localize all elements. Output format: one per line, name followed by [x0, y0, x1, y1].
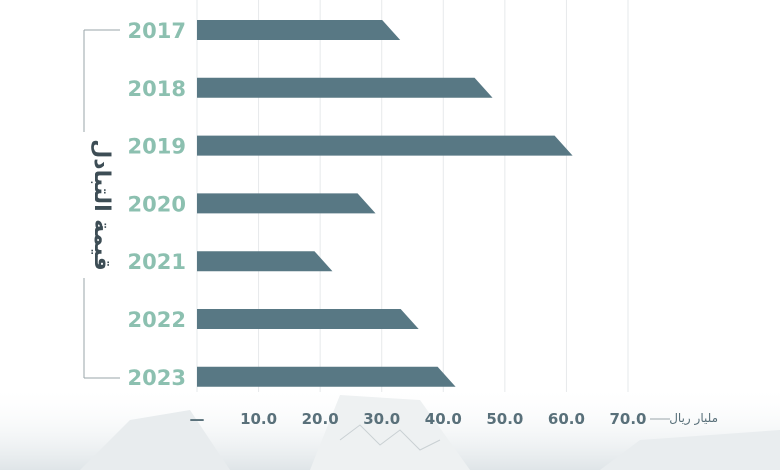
category-labels: 2017 2018 2019 2020 2021 2022 2023 — [128, 19, 186, 390]
x-tick-label: 30.0 — [363, 410, 400, 428]
x-tick-label: 60.0 — [548, 410, 585, 428]
bar-2021 — [197, 251, 333, 272]
category-label-2019: 2019 — [128, 135, 186, 159]
bars — [197, 20, 573, 387]
x-tick-label: 10.0 — [240, 410, 277, 428]
x-tick-label: — — [190, 410, 205, 428]
category-label-2018: 2018 — [128, 77, 186, 101]
x-tick-label: 50.0 — [486, 410, 523, 428]
category-label-2021: 2021 — [128, 250, 186, 274]
x-axis-unit-label: مليار ريال — [669, 411, 718, 426]
bar-2019 — [197, 135, 573, 156]
bar-2018 — [197, 77, 493, 98]
y-axis-title: قيمة التبادل — [89, 139, 114, 271]
x-axis-ticks: — 10.0 20.0 30.0 40.0 50.0 60.0 70.0 — [190, 410, 647, 428]
x-tick-label: 20.0 — [302, 410, 339, 428]
y-axis-bracket — [83, 29, 120, 379]
x-tick-label: 70.0 — [609, 410, 646, 428]
bar-2020 — [197, 193, 376, 214]
bar-2022 — [197, 309, 419, 329]
x-tick-label: 40.0 — [425, 410, 462, 428]
category-label-2023: 2023 — [128, 366, 186, 390]
bar-2023 — [197, 366, 456, 387]
category-label-2017: 2017 — [128, 19, 186, 43]
category-label-2020: 2020 — [128, 192, 186, 216]
category-label-2022: 2022 — [128, 308, 186, 332]
bar-2017 — [197, 20, 401, 40]
